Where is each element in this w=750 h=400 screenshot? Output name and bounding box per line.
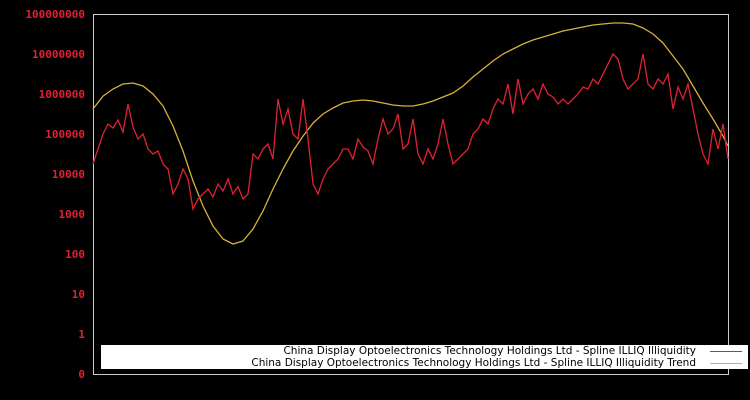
y-tick-label: 1000000 (39, 88, 85, 101)
y-axis-ticks: 1000000001000000010000001000001000010001… (25, 8, 85, 381)
illiquidity-line (92, 52, 729, 212)
plot-frame (93, 14, 729, 375)
legend-swatch-trend (710, 363, 742, 364)
y-tick-label: 100000 (45, 128, 85, 141)
y-tick-label: 10000 (52, 168, 85, 181)
y-tick-label: 1 (78, 328, 85, 341)
legend: China Display Optoelectronics Technology… (101, 345, 748, 369)
y-tick-label: 1000 (59, 208, 86, 221)
legend-label-illiquidity: China Display Optoelectronics Technology… (283, 345, 696, 357)
legend-swatch-illiquidity (710, 351, 742, 352)
y-tick-label: 10 (72, 288, 85, 301)
y-tick-label: 100000000 (25, 8, 85, 21)
y-tick-label: 10000000 (32, 48, 85, 61)
y-tick-label: 0 (78, 368, 85, 381)
legend-label-trend: China Display Optoelectronics Technology… (251, 357, 696, 369)
y-tick-label: 100 (65, 248, 85, 261)
